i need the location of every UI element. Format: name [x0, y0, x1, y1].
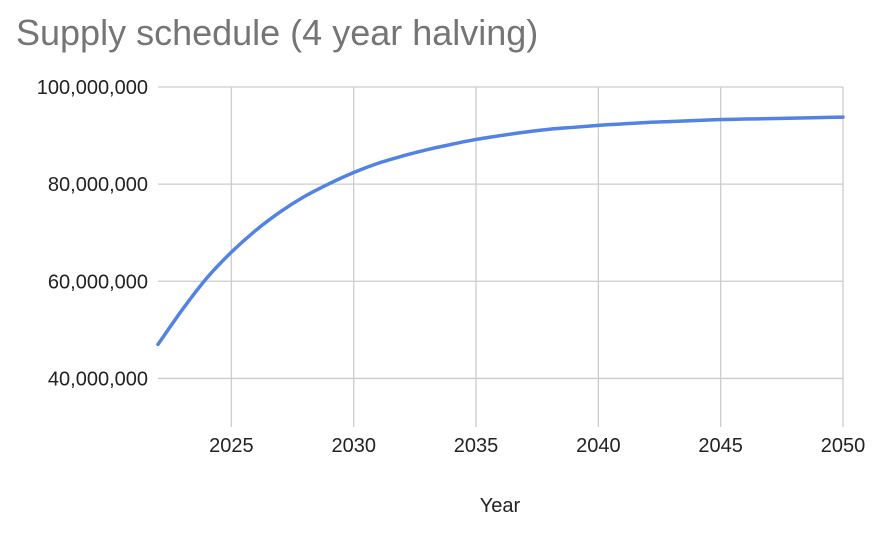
x-axis: 2025 2030 2035 2040 2045 2050	[209, 435, 865, 457]
y-axis: 40,000,000 60,000,000 80,000,000 100,000,00…	[37, 77, 148, 390]
x-tick-label: 2045	[698, 435, 743, 457]
x-tick-label: 2030	[331, 435, 376, 457]
y-tick-label: 100,000,000	[37, 77, 148, 99]
y-tick-label: 60,000,000	[48, 271, 148, 293]
x-tick-label: 2040	[576, 435, 621, 457]
y-tick-label: 80,000,000	[48, 174, 148, 196]
x-tick-label: 2025	[209, 435, 254, 457]
series-layer	[156, 115, 845, 347]
x-tick-label: 2050	[821, 435, 866, 457]
series-line	[156, 115, 845, 347]
chart-title: Supply schedule (4 year halving)	[16, 12, 539, 53]
y-tick-label: 40,000,000	[48, 368, 148, 390]
grid	[158, 86, 844, 427]
x-axis-title: Year	[480, 495, 521, 517]
x-tick-label: 2035	[454, 435, 499, 457]
